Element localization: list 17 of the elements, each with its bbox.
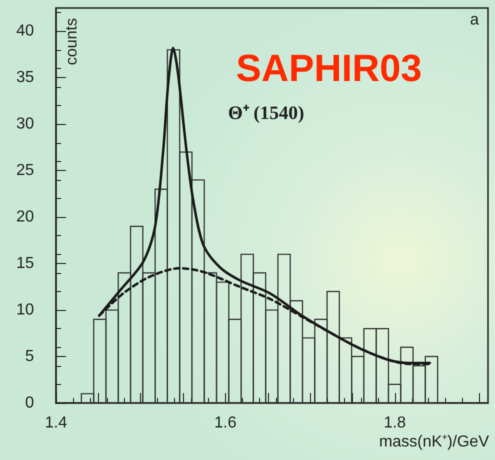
y-tick-label: 25	[16, 162, 34, 180]
y-tick-label: 20	[16, 208, 34, 226]
y-tick-label: 35	[16, 69, 34, 86]
y-tick-label: 5	[25, 348, 34, 366]
y-tick-label: 10	[16, 302, 34, 319]
y-tick-label: 15	[16, 255, 34, 272]
y-axis-title: counts	[64, 18, 80, 66]
y-tick-label: 0	[25, 394, 34, 412]
x-axis-title: mass(nK⁺)/GeV	[379, 434, 490, 450]
annotation: SAPHIR03	[236, 48, 422, 90]
x-tick-label: 1.8	[384, 414, 406, 432]
y-tick-label: 30	[16, 116, 34, 133]
x-tick-label: 1.4	[44, 414, 68, 432]
annotation: a	[470, 12, 479, 28]
x-tick-label: 1.6	[214, 414, 237, 432]
y-tick-label: 40	[16, 22, 34, 40]
annotation: Θ⁺ (1540)	[228, 103, 304, 124]
